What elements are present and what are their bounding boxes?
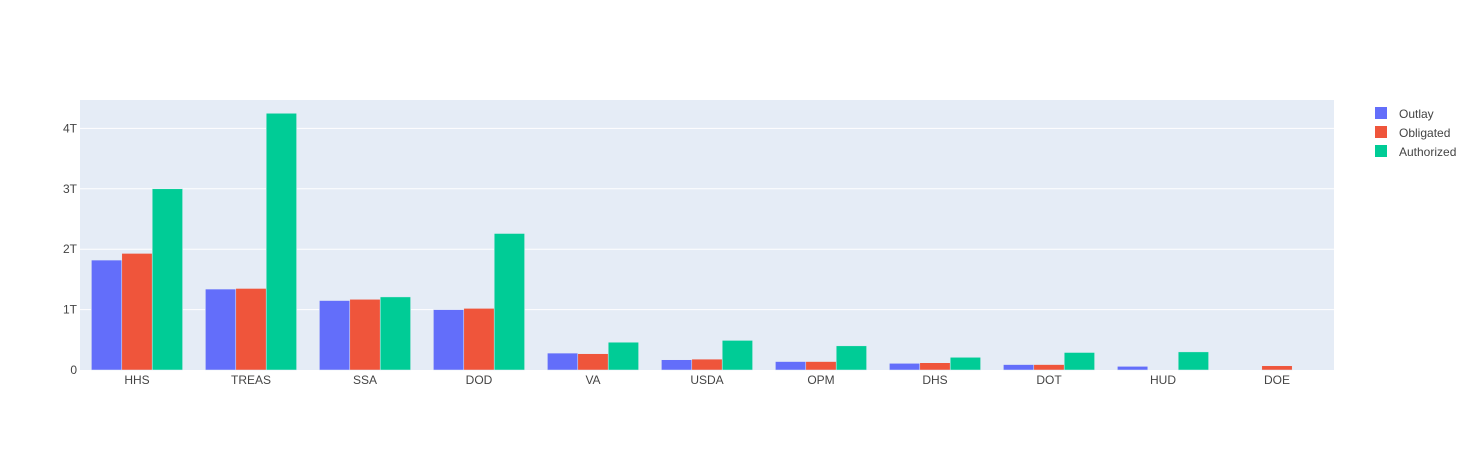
x-tick-label: SSA bbox=[353, 373, 377, 387]
legend-item-authorized[interactable]: Authorized bbox=[1375, 145, 1456, 159]
x-tick-label: OPM bbox=[807, 373, 834, 387]
y-tick-label: 1T bbox=[63, 303, 78, 317]
x-tick-label: DOE bbox=[1264, 373, 1290, 387]
legend-swatch bbox=[1375, 145, 1387, 157]
legend-label: Authorized bbox=[1399, 145, 1456, 159]
y-tick-label: 3T bbox=[63, 182, 78, 196]
x-tick-label: HHS bbox=[124, 373, 149, 387]
bar-outlay-hud[interactable] bbox=[1117, 366, 1149, 371]
bar-outlay-hhs[interactable] bbox=[91, 259, 123, 371]
bar-authorized-usda[interactable] bbox=[721, 340, 753, 371]
bar-outlay-dod[interactable] bbox=[433, 309, 465, 371]
bar-outlay-va[interactable] bbox=[547, 352, 579, 371]
bar-outlay-usda[interactable] bbox=[661, 359, 693, 371]
x-tick-label: HUD bbox=[1150, 373, 1176, 387]
bar-authorized-ssa[interactable] bbox=[379, 296, 411, 371]
bar-authorized-dot[interactable] bbox=[1063, 352, 1095, 371]
x-tick-label: TREAS bbox=[231, 373, 271, 387]
x-tick-label: DHS bbox=[922, 373, 947, 387]
legend-swatch bbox=[1375, 126, 1387, 138]
legend-label: Obligated bbox=[1399, 126, 1450, 140]
y-tick-label: 0 bbox=[70, 363, 77, 377]
bar-authorized-hud[interactable] bbox=[1177, 351, 1209, 371]
bar-obligated-va[interactable] bbox=[577, 353, 609, 371]
bar-obligated-hhs[interactable] bbox=[121, 253, 153, 371]
legend-swatch bbox=[1375, 107, 1387, 119]
bar-obligated-dot[interactable] bbox=[1033, 364, 1065, 371]
x-axis: HHS TREAS SSA DOD VA USDA OPM DHS DOT HUD DOE bbox=[124, 373, 1290, 387]
y-tick-label: 2T bbox=[63, 242, 78, 256]
bar-obligated-treas[interactable] bbox=[235, 288, 267, 371]
x-tick-label: USDA bbox=[690, 373, 723, 387]
bar-obligated-dod[interactable] bbox=[463, 308, 495, 371]
bar-obligated-ssa[interactable] bbox=[349, 299, 381, 371]
bar-authorized-opm[interactable] bbox=[835, 345, 867, 371]
bars[interactable] bbox=[91, 113, 1293, 371]
bar-obligated-opm[interactable] bbox=[805, 361, 837, 371]
x-tick-label: VA bbox=[585, 373, 600, 387]
y-tick-label: 4T bbox=[63, 121, 78, 135]
legend-item-outlay[interactable]: Outlay bbox=[1375, 107, 1434, 121]
bar-authorized-dod[interactable] bbox=[493, 233, 525, 371]
x-tick-label: DOD bbox=[466, 373, 493, 387]
bar-authorized-va[interactable] bbox=[607, 341, 639, 371]
legend[interactable]: Outlay Obligated Authorized bbox=[1375, 107, 1456, 159]
bar-obligated-doe[interactable] bbox=[1261, 365, 1293, 371]
x-tick-label: DOT bbox=[1036, 373, 1062, 387]
bar-obligated-usda[interactable] bbox=[691, 358, 723, 371]
bar-outlay-ssa[interactable] bbox=[319, 300, 351, 371]
bar-authorized-hhs[interactable] bbox=[151, 188, 183, 371]
bar-authorized-treas[interactable] bbox=[265, 113, 297, 371]
y-axis: 0 1T 2T 3T 4T bbox=[63, 121, 78, 377]
bar-authorized-dhs[interactable] bbox=[949, 357, 981, 371]
bar-outlay-opm[interactable] bbox=[775, 361, 807, 371]
bar-obligated-dhs[interactable] bbox=[919, 362, 951, 371]
bar-outlay-dhs[interactable] bbox=[889, 363, 921, 371]
bar-outlay-treas[interactable] bbox=[205, 288, 237, 371]
legend-item-obligated[interactable]: Obligated bbox=[1375, 126, 1450, 140]
bar-outlay-dot[interactable] bbox=[1003, 364, 1035, 371]
legend-label: Outlay bbox=[1399, 107, 1434, 121]
